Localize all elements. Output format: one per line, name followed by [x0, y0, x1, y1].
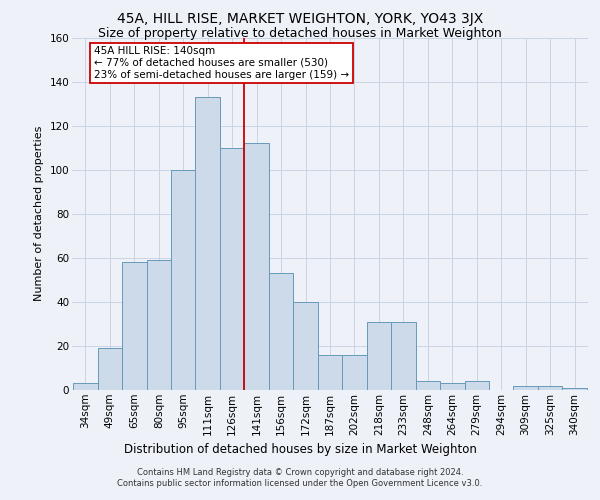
Bar — [514, 386, 538, 390]
Bar — [220, 148, 244, 390]
Text: 45A, HILL RISE, MARKET WEIGHTON, YORK, YO43 3JX: 45A, HILL RISE, MARKET WEIGHTON, YORK, Y… — [117, 12, 483, 26]
Bar — [171, 170, 196, 390]
Bar — [146, 260, 171, 390]
Y-axis label: Number of detached properties: Number of detached properties — [34, 126, 44, 302]
Text: Contains HM Land Registry data © Crown copyright and database right 2024.
Contai: Contains HM Land Registry data © Crown c… — [118, 468, 482, 487]
Bar — [73, 384, 98, 390]
Bar — [391, 322, 416, 390]
Bar — [318, 355, 342, 390]
Bar — [196, 97, 220, 390]
Bar — [98, 348, 122, 390]
Bar — [416, 381, 440, 390]
Bar — [342, 355, 367, 390]
Bar — [293, 302, 318, 390]
Bar — [244, 143, 269, 390]
Bar — [440, 384, 464, 390]
Bar — [367, 322, 391, 390]
Bar — [122, 262, 146, 390]
Text: Distribution of detached houses by size in Market Weighton: Distribution of detached houses by size … — [124, 442, 476, 456]
Bar — [562, 388, 587, 390]
Text: 45A HILL RISE: 140sqm
← 77% of detached houses are smaller (530)
23% of semi-det: 45A HILL RISE: 140sqm ← 77% of detached … — [94, 46, 349, 80]
Bar — [464, 381, 489, 390]
Text: Size of property relative to detached houses in Market Weighton: Size of property relative to detached ho… — [98, 28, 502, 40]
Bar — [269, 273, 293, 390]
Bar — [538, 386, 562, 390]
